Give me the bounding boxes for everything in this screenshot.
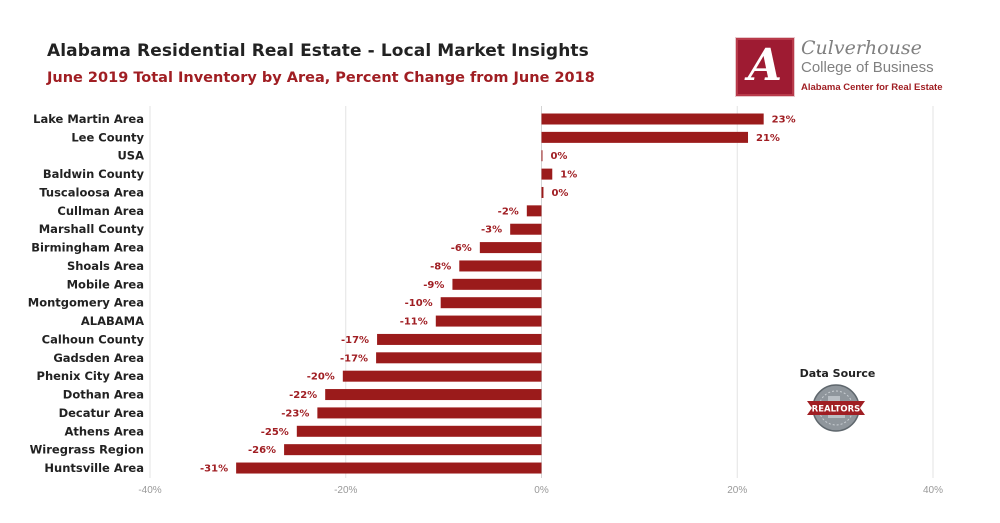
bar <box>317 407 542 419</box>
data-label: -8% <box>430 261 451 272</box>
data-label: -6% <box>451 243 472 254</box>
bar <box>325 389 542 401</box>
data-label: -3% <box>481 225 502 236</box>
bar <box>526 205 542 217</box>
x-tick-label: -40% <box>138 485 161 496</box>
category-label: Calhoun County <box>42 332 145 346</box>
category-label: USA <box>117 149 144 163</box>
bar <box>377 333 542 345</box>
category-label: Birmingham Area <box>31 241 144 255</box>
category-label: Marshall County <box>39 222 145 236</box>
category-label: Wiregrass Region <box>30 443 144 457</box>
category-label: Baldwin County <box>43 167 145 181</box>
data-label: -17% <box>341 335 369 346</box>
category-label: ALABAMA <box>81 314 144 328</box>
data-label: -11% <box>400 317 428 328</box>
bar <box>541 186 544 198</box>
x-tick-label: 40% <box>923 485 943 496</box>
category-label: Phenix City Area <box>37 369 144 383</box>
chart-subtitle: June 2019 Total Inventory by Area, Perce… <box>47 70 595 86</box>
bar <box>284 444 542 456</box>
data-label: -20% <box>307 372 335 383</box>
category-label: Lake Martin Area <box>33 112 144 126</box>
logo-line-culverhouse: Culverhouse <box>801 37 922 59</box>
bar <box>342 370 542 382</box>
category-label: Montgomery Area <box>28 296 144 310</box>
bar <box>510 223 542 235</box>
category-label: Mobile Area <box>67 277 144 291</box>
category-label: Dothan Area <box>63 388 144 402</box>
data-label: 1% <box>560 170 577 181</box>
data-label: 0% <box>551 188 568 199</box>
bar <box>296 425 542 437</box>
bar <box>541 168 553 180</box>
logo-line-center: Alabama Center for Real Estate <box>801 82 943 93</box>
data-label: 21% <box>756 133 780 144</box>
alabama-a-logo-icon: A <box>735 37 795 97</box>
bar <box>479 242 542 254</box>
bar <box>452 278 542 290</box>
svg-text:REALTORS: REALTORS <box>812 405 861 415</box>
data-label: 0% <box>550 151 567 162</box>
x-tick-label: -20% <box>334 485 357 496</box>
category-label: Huntsville Area <box>44 461 144 475</box>
data-label: -26% <box>248 445 276 456</box>
data-label: -22% <box>289 390 317 401</box>
x-tick-label: 0% <box>534 485 549 496</box>
bar <box>541 131 749 143</box>
data-label: 23% <box>772 115 796 126</box>
category-label: Decatur Area <box>59 406 144 420</box>
chart-title: Alabama Residential Real Estate - Local … <box>47 41 589 61</box>
bar <box>435 315 542 327</box>
data-source-label: Data Source <box>799 367 876 380</box>
data-label: -10% <box>405 298 433 309</box>
data-label: -23% <box>281 408 309 419</box>
logo-line-college: College of Business <box>801 59 934 76</box>
data-label: -31% <box>200 464 228 475</box>
bar <box>541 113 764 125</box>
data-label: -9% <box>423 280 444 291</box>
category-label: Cullman Area <box>57 204 144 218</box>
data-label: -17% <box>340 353 368 364</box>
bar <box>440 297 542 309</box>
bar <box>376 352 542 364</box>
category-label: Athens Area <box>64 424 144 438</box>
category-label: Lee County <box>71 130 144 144</box>
category-label: Tuscaloosa Area <box>39 185 144 199</box>
data-label: -25% <box>261 427 289 438</box>
category-label: Shoals Area <box>67 259 144 273</box>
x-tick-label: 20% <box>727 485 747 496</box>
category-label: Gadsden Area <box>53 351 144 365</box>
bar <box>236 462 542 474</box>
data-label: -2% <box>498 206 519 217</box>
realtors-seal-icon: REALTORS <box>806 382 866 439</box>
bar <box>541 150 543 162</box>
bar <box>459 260 542 272</box>
